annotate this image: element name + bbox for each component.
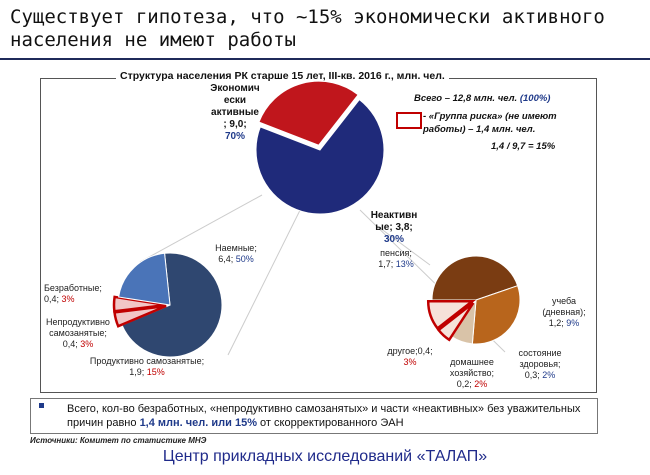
label-active: Экономич ески активные ; 9,0; 70% bbox=[210, 83, 260, 142]
label-household: домашнее хозяйство; 0,2; 2% bbox=[449, 357, 495, 389]
pie-slice-учеба-дневная- bbox=[471, 285, 521, 345]
pie-slice-другое bbox=[426, 300, 476, 331]
label-pension: пенсия; 1,7; 13% bbox=[378, 248, 414, 269]
pie-slice-наемные bbox=[121, 252, 223, 358]
bullet-icon bbox=[39, 403, 44, 408]
connector-line bbox=[139, 194, 263, 263]
risk-group-swatch bbox=[396, 112, 422, 129]
ratio-info: 1,4 / 9,7 = 15% bbox=[491, 141, 556, 152]
label-other: другое;0,4; 3% bbox=[387, 346, 433, 367]
risk-group-info: - «Группа риска» (не имеют работы) – 1,4… bbox=[423, 111, 557, 135]
label-study: учеба (дневная); 1,2; 9% bbox=[542, 296, 586, 328]
pie-slice-экономически-активные bbox=[255, 98, 385, 215]
label-inactive: Неактивн ые; 3,8; 30% bbox=[370, 210, 418, 245]
summary-text: Всего, кол-во безработных, «непродуктивн… bbox=[67, 403, 581, 429]
pie-slice-домашнее-хозяйство bbox=[436, 301, 475, 342]
pie-slice-пенсия bbox=[431, 255, 519, 301]
label-unproductive: Непродуктивно самозанятые; 0,4; 3% bbox=[46, 317, 110, 349]
pie-slice-неактивные bbox=[258, 80, 359, 146]
summary-note: Всего, кол-во безработных, «непродуктивн… bbox=[30, 398, 598, 434]
label-unemployed: Безработные; 0,4; 3% bbox=[44, 283, 102, 304]
footer-title: Центр прикладных исследований «ТАЛАП» bbox=[162, 448, 488, 465]
total-info: Всего – 12,8 млн. чел. (100%) bbox=[414, 93, 551, 104]
title-divider bbox=[0, 58, 650, 60]
pie-slice-продуктивно-самозанятые bbox=[118, 252, 171, 306]
pie-main bbox=[255, 80, 385, 215]
label-hired: Наемные; 6,4; 50% bbox=[215, 243, 257, 264]
pie-slice-непродуктивно-самозанятые bbox=[112, 295, 167, 313]
connector-line bbox=[379, 227, 431, 266]
pie-active bbox=[112, 252, 223, 358]
source-note: Источники: Комитет по статистике МНЭ bbox=[30, 436, 207, 445]
slide-title: Существует гипотеза, что ~15% экономичес… bbox=[10, 6, 605, 51]
pie-inactive bbox=[426, 255, 521, 345]
chart-title: Структура населения РК старше 15 лет, II… bbox=[116, 70, 449, 82]
label-health: состояние здоровья; 0,3; 2% bbox=[518, 348, 562, 380]
label-productive: Продуктивно самозанятые; 1,9; 15% bbox=[89, 356, 205, 377]
